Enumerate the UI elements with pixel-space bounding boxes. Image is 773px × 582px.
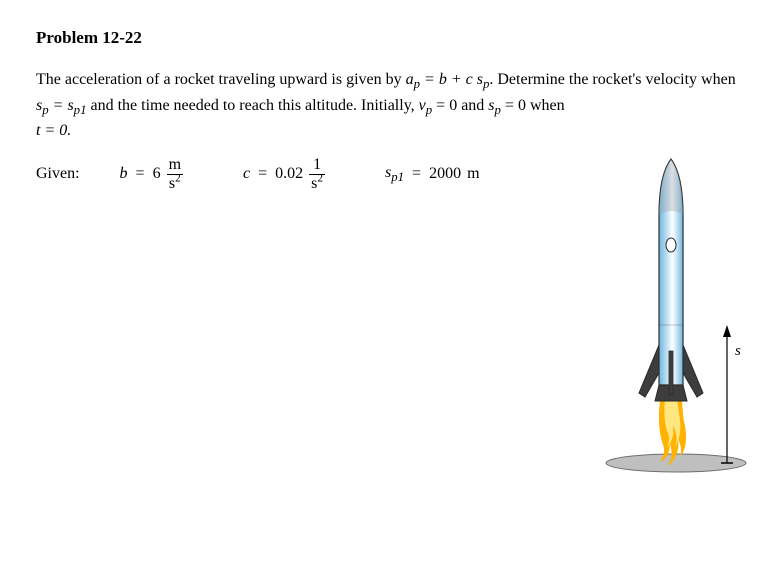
unit-exponent: 2 (317, 172, 323, 184)
unit-denominator: s2 (309, 174, 325, 192)
unit-exponent: 2 (175, 172, 181, 184)
text-fragment: t = 0. (36, 122, 71, 139)
given-sp1: sp1 = 2000 m (385, 164, 480, 185)
text-fragment: velocity when (646, 71, 736, 88)
given-c: c = 0.02 1 s2 (243, 157, 325, 192)
text-fragment: = 0 when (501, 97, 565, 114)
problem-title: Problem 12-22 (36, 28, 737, 48)
var-b: b (120, 165, 128, 183)
value-b: 6 (153, 165, 161, 183)
text-fragment: = 0 and (432, 97, 488, 114)
axis-label-s: s (735, 343, 741, 359)
var-c: c (243, 165, 250, 183)
equals-sign: = (134, 165, 147, 183)
unit-fraction: m s2 (167, 157, 183, 192)
unit-numerator: 1 (311, 157, 323, 174)
value-sp1: 2000 (429, 165, 461, 183)
subscript-p1: p1 (74, 103, 87, 117)
text-fragment: and the time needed to reach this altitu… (86, 97, 418, 114)
text-fragment: The acceleration of a rocket traveling u… (36, 71, 406, 88)
var-sp1: sp1 (385, 164, 404, 185)
eq-fragment: = b + c s (420, 71, 483, 88)
unit-m: m (467, 165, 479, 183)
equals-sign: = (410, 165, 423, 183)
rocket-figure: s (601, 155, 751, 485)
unit-numerator: m (167, 157, 183, 174)
value-c: 0.02 (275, 165, 303, 183)
eq-fragment: = s (49, 97, 74, 114)
given-label: Given: (36, 165, 80, 183)
unit-denominator: s2 (167, 174, 183, 192)
subscript-p1: p1 (391, 170, 404, 184)
rocket-svg: s (601, 155, 751, 485)
unit-fraction: 1 s2 (309, 157, 325, 192)
var-v: v (419, 97, 426, 114)
equals-sign: = (256, 165, 269, 183)
var-a: a (406, 71, 414, 88)
text-fragment: . Determine the rocket's (489, 71, 641, 88)
given-b: b = 6 m s2 (120, 157, 183, 192)
problem-statement: The acceleration of a rocket traveling u… (36, 68, 736, 143)
